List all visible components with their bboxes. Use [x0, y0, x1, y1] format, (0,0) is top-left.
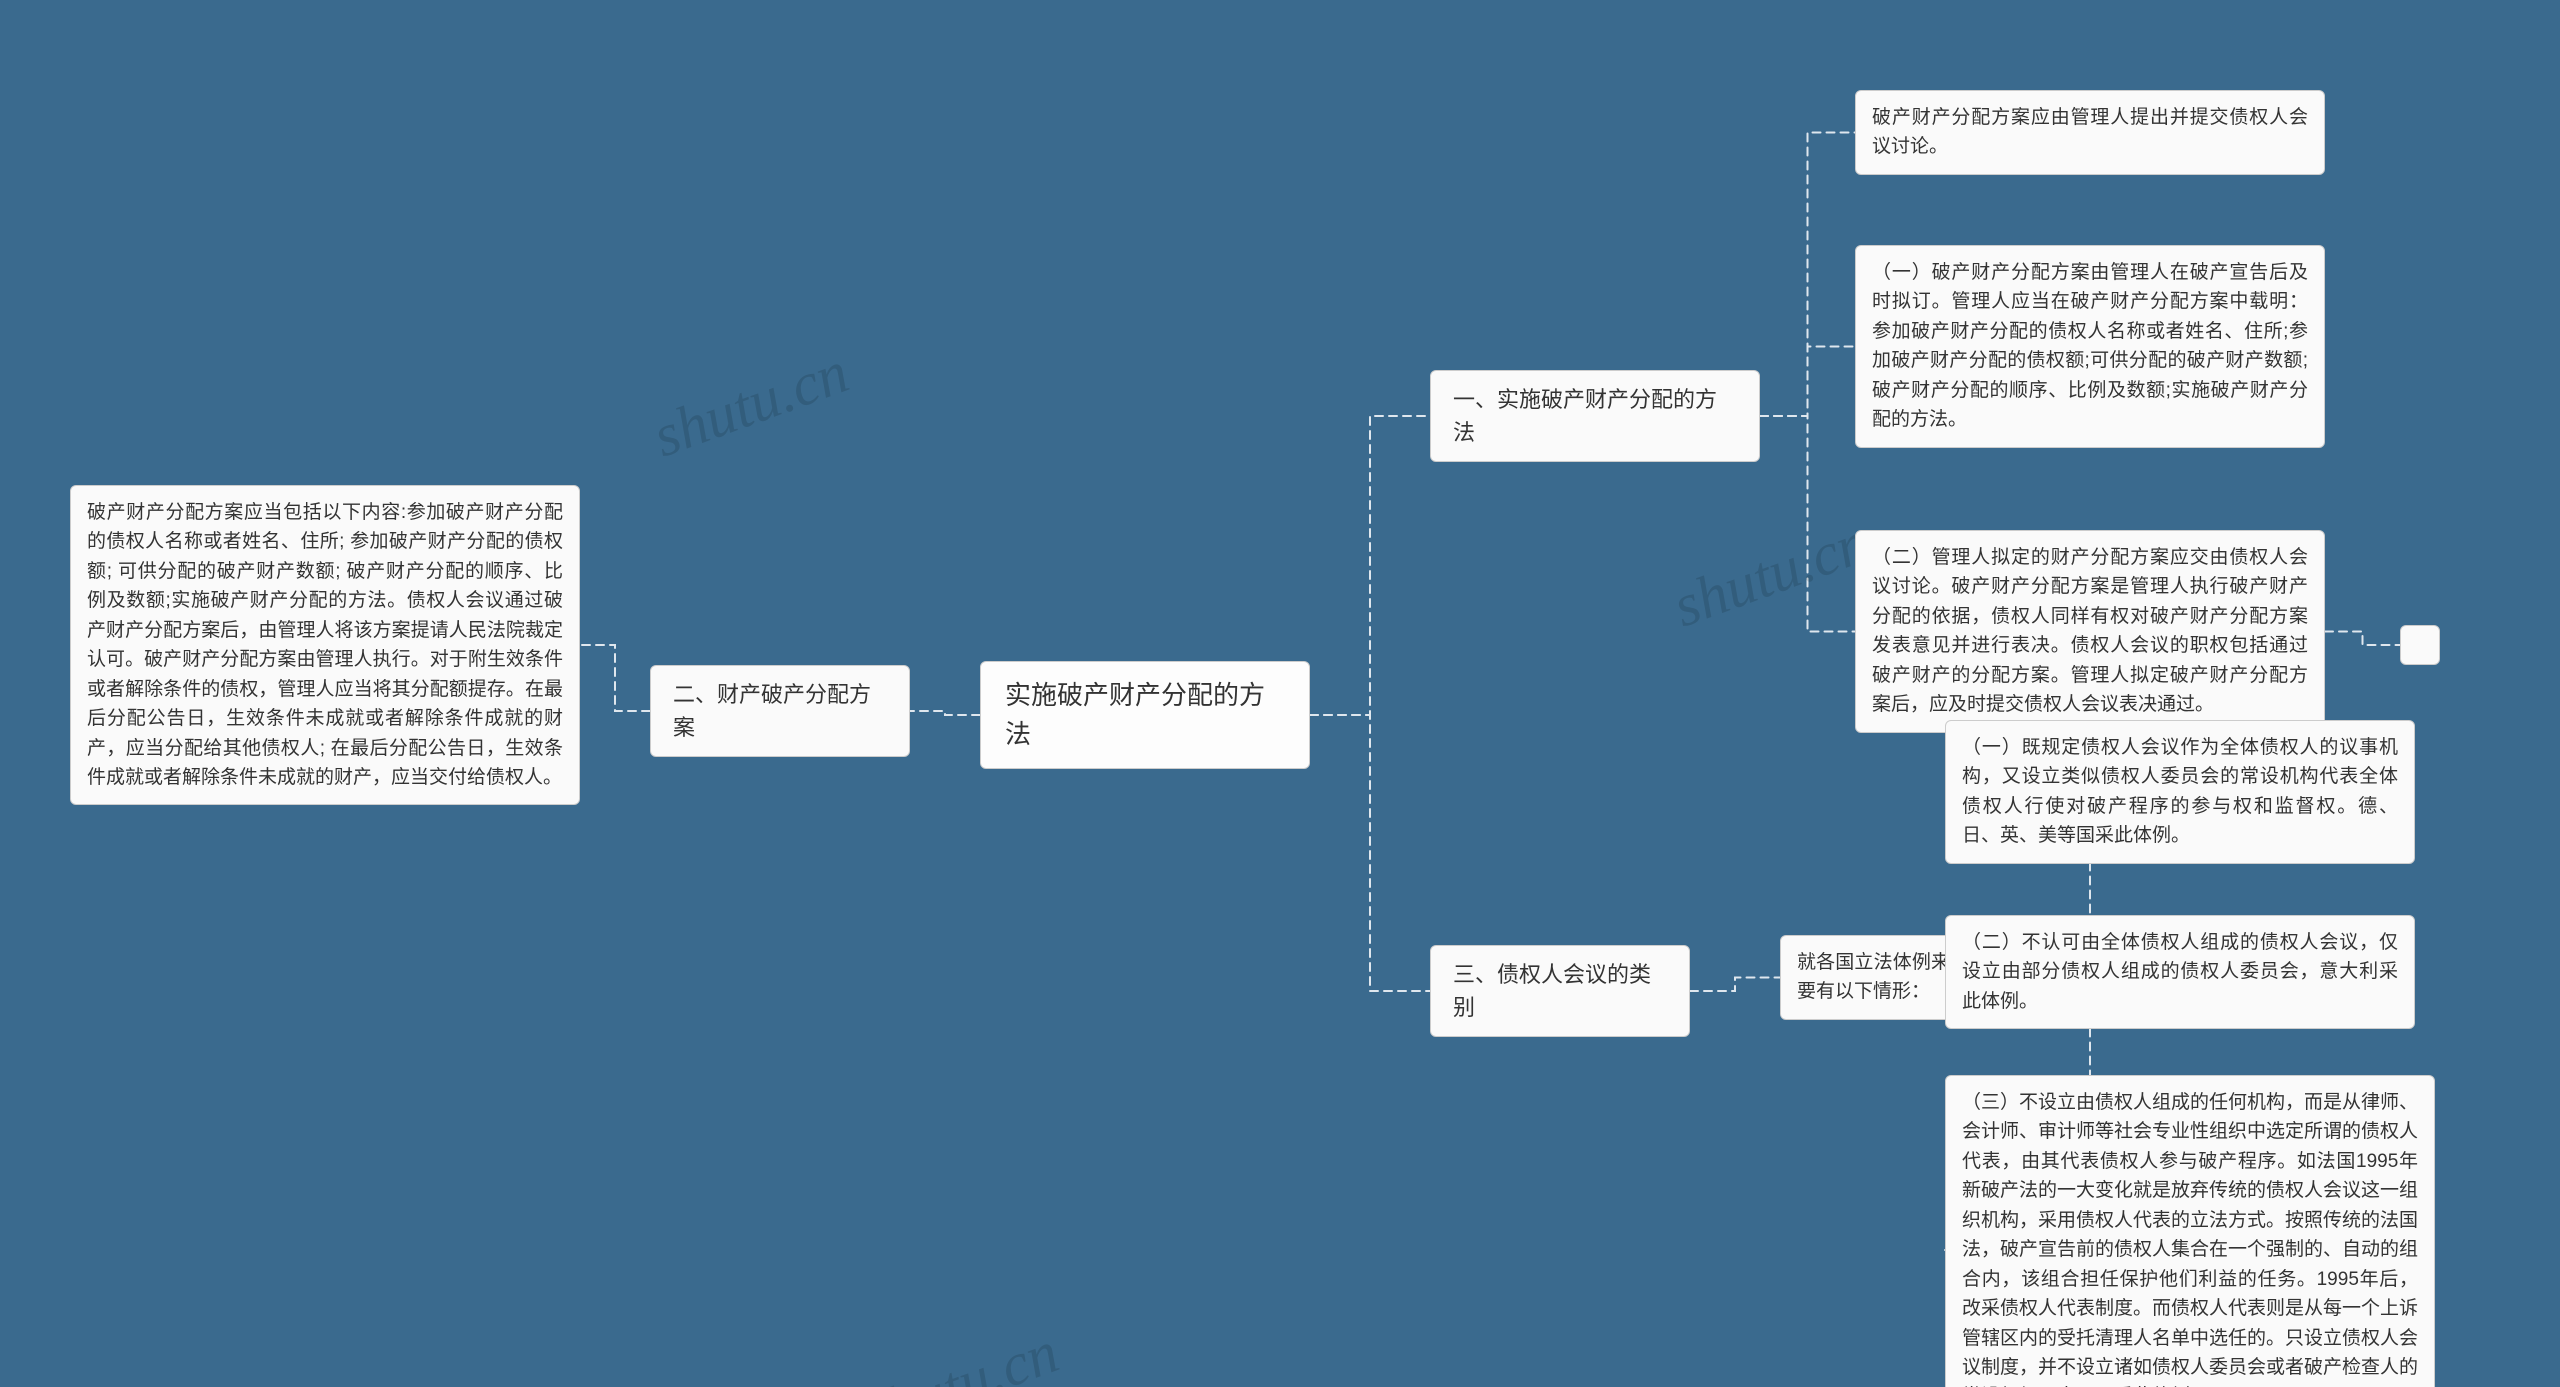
mindmap-canvas: shutu.cn shutu.cn shutu.cn 实施破产财产分配的方法 一… [0, 0, 2560, 1387]
leaf-b1-1[interactable]: 破产财产分配方案应由管理人提出并提交债权人会议讨论。 [1855, 90, 2325, 175]
branch-label: 二、财产破产分配方案 [673, 682, 871, 740]
watermark: shutu.cn [644, 338, 857, 472]
leaf-text: （三）不设立由债权人组成的任何机构，而是从律师、会计师、审计师等社会专业性组织中… [1962, 1092, 2418, 1387]
leaf-text: 破产财产分配方案应由管理人提出并提交债权人会议讨论。 [1872, 107, 2308, 157]
leaf-b1-3-stub[interactable] [2400, 625, 2440, 665]
leaf-text: （二）管理人拟定的财产分配方案应交由债权人会议讨论。破产财产分配方案是管理人执行… [1872, 547, 2308, 715]
branch-label: 一、实施破产财产分配的方法 [1453, 387, 1717, 445]
leaf-text: 破产财产分配方案应当包括以下内容:参加破产财产分配的债权人名称或者姓名、住所; … [87, 502, 563, 788]
leaf-b1-2[interactable]: （一）破产财产分配方案由管理人在破产宣告后及时拟订。管理人应当在破产财产分配方案… [1855, 245, 2325, 448]
leaf-b3-2[interactable]: （二）不认可由全体债权人组成的债权人会议，仅设立由部分债权人组成的债权人委员会，… [1945, 915, 2415, 1029]
leaf-b1-3[interactable]: （二）管理人拟定的财产分配方案应交由债权人会议讨论。破产财产分配方案是管理人执行… [1855, 530, 2325, 733]
leaf-text: （一）既规定债权人会议作为全体债权人的议事机构，又设立类似债权人委员会的常设机构… [1962, 737, 2398, 846]
leaf-plan-detail[interactable]: 破产财产分配方案应当包括以下内容:参加破产财产分配的债权人名称或者姓名、住所; … [70, 485, 580, 805]
branch-node-meeting-types[interactable]: 三、债权人会议的类别 [1430, 945, 1690, 1037]
leaf-b3-3[interactable]: （三）不设立由债权人组成的任何机构，而是从律师、会计师、审计师等社会专业性组织中… [1945, 1075, 2435, 1387]
root-label: 实施破产财产分配的方法 [1005, 680, 1265, 749]
leaf-b3-1[interactable]: （一）既规定债权人会议作为全体债权人的议事机构，又设立类似债权人委员会的常设机构… [1945, 720, 2415, 864]
branch-label: 三、债权人会议的类别 [1453, 962, 1651, 1020]
watermark: shutu.cn [854, 1318, 1067, 1387]
branch-node-plan[interactable]: 二、财产破产分配方案 [650, 665, 910, 757]
leaf-text: （二）不认可由全体债权人组成的债权人会议，仅设立由部分债权人组成的债权人委员会，… [1962, 932, 2398, 1012]
watermark: shutu.cn [1664, 508, 1877, 642]
root-node[interactable]: 实施破产财产分配的方法 [980, 661, 1310, 769]
branch-node-methods[interactable]: 一、实施破产财产分配的方法 [1430, 370, 1760, 462]
leaf-text: （一）破产财产分配方案由管理人在破产宣告后及时拟订。管理人应当在破产财产分配方案… [1872, 262, 2308, 430]
